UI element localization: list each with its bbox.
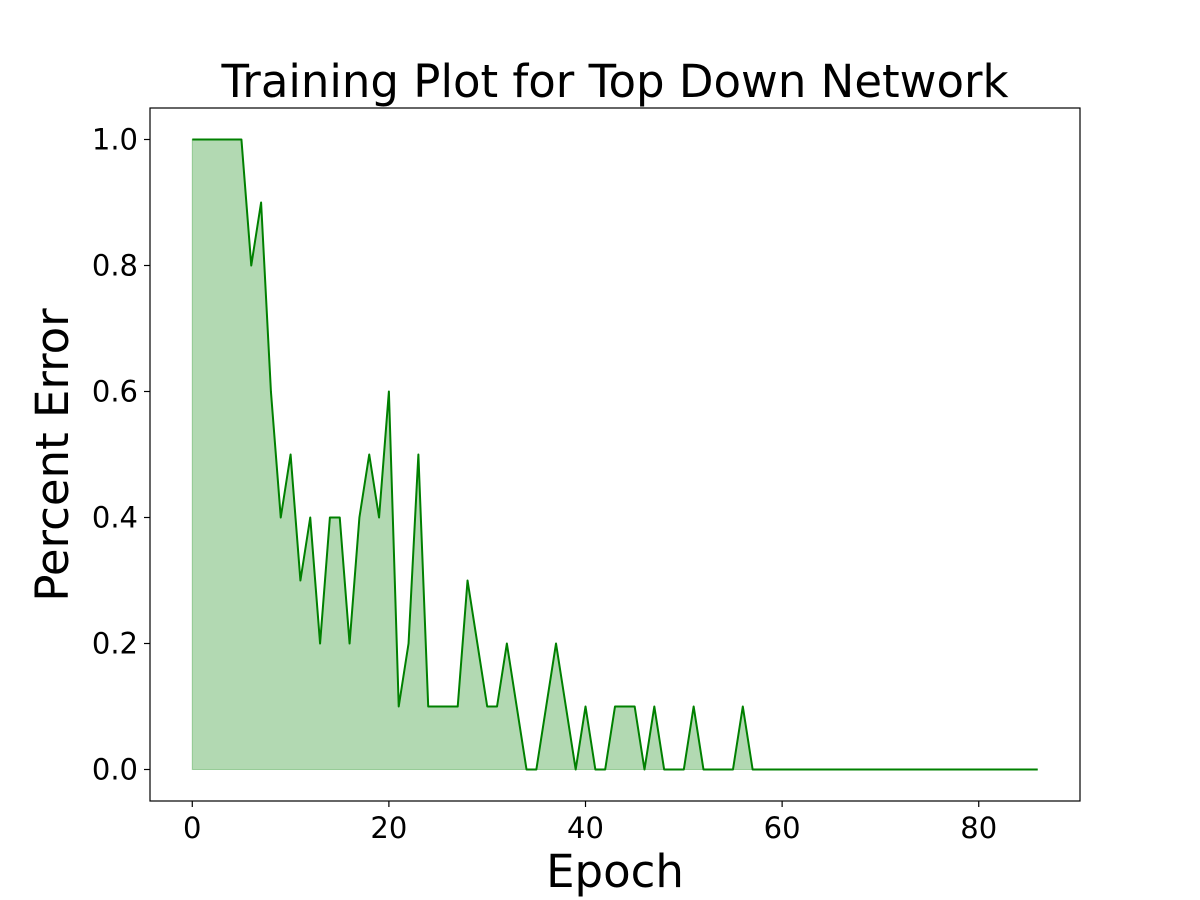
x-tick-label: 40 bbox=[567, 811, 604, 845]
y-tick-label: 0.6 bbox=[92, 375, 138, 409]
chart-title: Training Plot for Top Down Network bbox=[220, 55, 1008, 108]
y-tick-label: 0.8 bbox=[92, 249, 138, 283]
error-series-line bbox=[192, 138, 1038, 771]
y-tick-label: 1.0 bbox=[92, 123, 138, 157]
y-axis-label: Percent Error bbox=[26, 308, 79, 602]
y-tick-label: 0.2 bbox=[92, 627, 138, 661]
x-axis-label: Epoch bbox=[546, 845, 684, 898]
x-tick-label: 0 bbox=[183, 811, 201, 845]
plot-area bbox=[149, 107, 1081, 802]
x-tick-label: 80 bbox=[960, 811, 997, 845]
y-tick-label: 0.4 bbox=[92, 501, 138, 535]
x-tick-label: 60 bbox=[764, 811, 801, 845]
x-tick-label: 20 bbox=[370, 811, 407, 845]
y-tick-label: 0.0 bbox=[92, 753, 138, 787]
axes-frame bbox=[149, 107, 1081, 802]
y-axis-ticks: 0.0 0.2 0.4 0.6 0.8 1.0 bbox=[92, 123, 150, 787]
x-axis-ticks: 0 20 40 60 80 bbox=[183, 801, 997, 845]
